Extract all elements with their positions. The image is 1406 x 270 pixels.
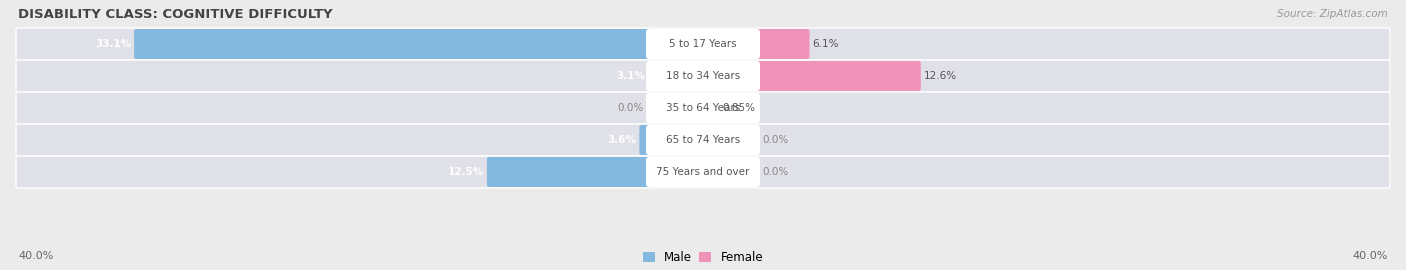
Text: Source: ZipAtlas.com: Source: ZipAtlas.com	[1277, 9, 1388, 19]
FancyBboxPatch shape	[645, 125, 761, 155]
FancyBboxPatch shape	[134, 29, 704, 59]
FancyBboxPatch shape	[15, 156, 1391, 188]
Text: 65 to 74 Years: 65 to 74 Years	[666, 135, 740, 145]
FancyBboxPatch shape	[15, 28, 1391, 60]
Text: 40.0%: 40.0%	[1353, 251, 1388, 261]
Text: 33.1%: 33.1%	[96, 39, 131, 49]
Text: 0.0%: 0.0%	[617, 103, 644, 113]
FancyBboxPatch shape	[645, 61, 761, 91]
Legend: Male, Female: Male, Female	[643, 251, 763, 264]
Text: 0.0%: 0.0%	[762, 135, 789, 145]
Text: DISABILITY CLASS: COGNITIVE DIFFICULTY: DISABILITY CLASS: COGNITIVE DIFFICULTY	[18, 8, 333, 21]
Text: 12.5%: 12.5%	[447, 167, 484, 177]
FancyBboxPatch shape	[702, 61, 921, 91]
Text: 0.85%: 0.85%	[723, 103, 755, 113]
Text: 6.1%: 6.1%	[813, 39, 839, 49]
FancyBboxPatch shape	[645, 29, 761, 59]
Text: 35 to 64 Years: 35 to 64 Years	[666, 103, 740, 113]
FancyBboxPatch shape	[702, 93, 720, 123]
FancyBboxPatch shape	[486, 157, 704, 187]
Text: 18 to 34 Years: 18 to 34 Years	[666, 71, 740, 81]
FancyBboxPatch shape	[640, 125, 704, 155]
Text: 40.0%: 40.0%	[18, 251, 53, 261]
Text: 0.0%: 0.0%	[762, 167, 789, 177]
Text: 3.6%: 3.6%	[607, 135, 637, 145]
FancyBboxPatch shape	[702, 29, 810, 59]
FancyBboxPatch shape	[645, 157, 761, 187]
Text: 12.6%: 12.6%	[924, 71, 957, 81]
FancyBboxPatch shape	[15, 92, 1391, 124]
FancyBboxPatch shape	[15, 124, 1391, 156]
Text: 75 Years and over: 75 Years and over	[657, 167, 749, 177]
FancyBboxPatch shape	[15, 60, 1391, 92]
Text: 3.1%: 3.1%	[616, 71, 645, 81]
FancyBboxPatch shape	[645, 93, 761, 123]
Text: 5 to 17 Years: 5 to 17 Years	[669, 39, 737, 49]
FancyBboxPatch shape	[648, 61, 704, 91]
